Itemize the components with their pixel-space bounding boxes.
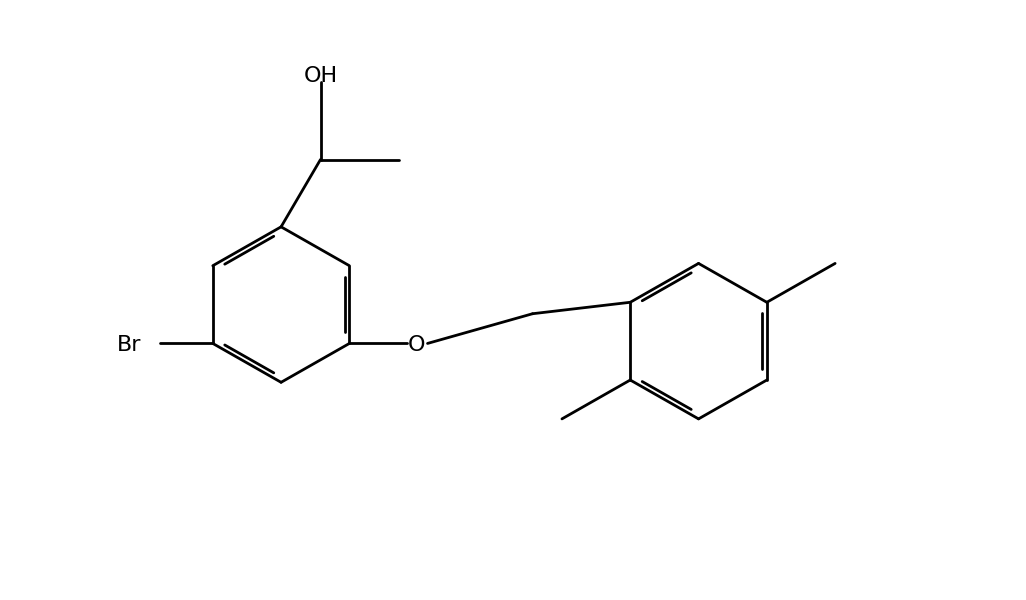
Text: O: O [407, 335, 425, 355]
Text: OH: OH [304, 67, 338, 86]
Text: Br: Br [117, 335, 142, 355]
